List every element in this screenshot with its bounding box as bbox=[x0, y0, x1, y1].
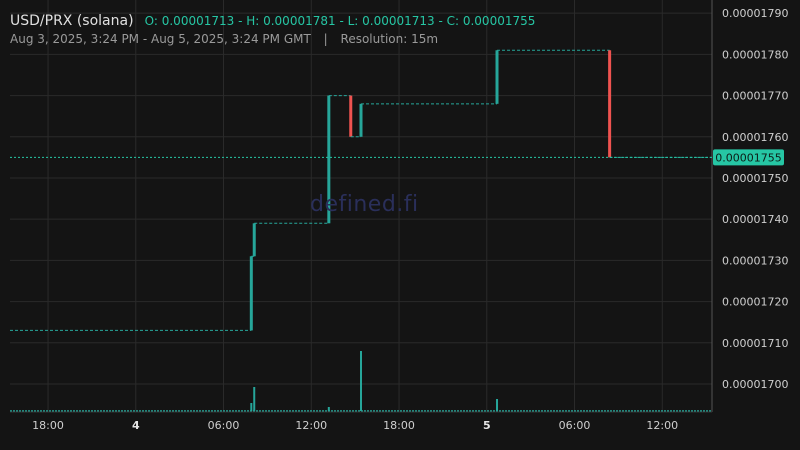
y-tick-label: 0.00001760 bbox=[722, 131, 788, 144]
candle bbox=[495, 50, 499, 104]
candle bbox=[359, 103, 363, 137]
chart-legend: USD/PRX (solana) O: 0.00001713 - H: 0.00… bbox=[10, 10, 535, 29]
price-axis[interactable]: 0.00001700 0.00001710 0.00001720 0.00001730… bbox=[711, 0, 788, 412]
date-range: Aug 3, 2025, 3:24 PM - Aug 5, 2025, 3:24… bbox=[10, 32, 311, 46]
pair-name: USD/PRX (solana) bbox=[10, 13, 134, 29]
y-tick-label: 0.00001780 bbox=[722, 48, 788, 61]
candle bbox=[327, 95, 331, 224]
volume-bar bbox=[360, 351, 362, 411]
last-price-badge bbox=[713, 149, 784, 166]
x-tick-label: 12:00 bbox=[295, 419, 327, 432]
candles bbox=[10, 49, 712, 331]
y-tick-label: 0.00001700 bbox=[722, 378, 788, 391]
volume-bar bbox=[250, 403, 253, 411]
chart-grid bbox=[10, 0, 712, 412]
volume-bars bbox=[10, 351, 712, 412]
y-tick-label: 0.00001740 bbox=[722, 213, 788, 226]
y-tick-label: 0.00001770 bbox=[722, 90, 788, 103]
watermark: defined.fi bbox=[310, 192, 419, 217]
time-axis[interactable]: 18:00 4 06:00 12:00 18:00 5 06:00 12:00 bbox=[10, 411, 712, 432]
chart-subtitle: Aug 3, 2025, 3:24 PM - Aug 5, 2025, 3:24… bbox=[10, 32, 438, 46]
y-tick-label: 0.00001790 bbox=[722, 7, 788, 20]
resolution: Resolution: 15m bbox=[340, 32, 439, 46]
x-tick-label: 18:00 bbox=[32, 419, 64, 432]
candle bbox=[249, 256, 253, 331]
candle bbox=[608, 50, 612, 158]
x-tick-label: 4 bbox=[132, 419, 140, 432]
y-tick-label: 0.00001730 bbox=[722, 254, 788, 267]
volume-bar bbox=[496, 399, 499, 411]
volume-bar bbox=[253, 387, 256, 411]
volume-bar bbox=[327, 407, 330, 411]
x-tick-label: 5 bbox=[483, 419, 491, 432]
y-tick-label: 0.00001710 bbox=[722, 337, 788, 350]
y-tick-label: 0.00001720 bbox=[722, 296, 788, 309]
x-tick-label: 18:00 bbox=[383, 419, 415, 432]
candle bbox=[252, 223, 256, 257]
x-tick-label: 06:00 bbox=[208, 419, 240, 432]
last-price-label: 0.00001755 bbox=[715, 151, 781, 164]
last-price-marker: 0.00001755 bbox=[10, 149, 784, 166]
y-tick-label: 0.00001750 bbox=[722, 172, 788, 185]
separator: | bbox=[323, 32, 328, 46]
x-tick-label: 06:00 bbox=[559, 419, 591, 432]
candle bbox=[349, 95, 353, 137]
x-tick-label: 12:00 bbox=[646, 419, 678, 432]
ohlc-values: O: 0.00001713 - H: 0.00001781 - L: 0.000… bbox=[144, 14, 536, 28]
